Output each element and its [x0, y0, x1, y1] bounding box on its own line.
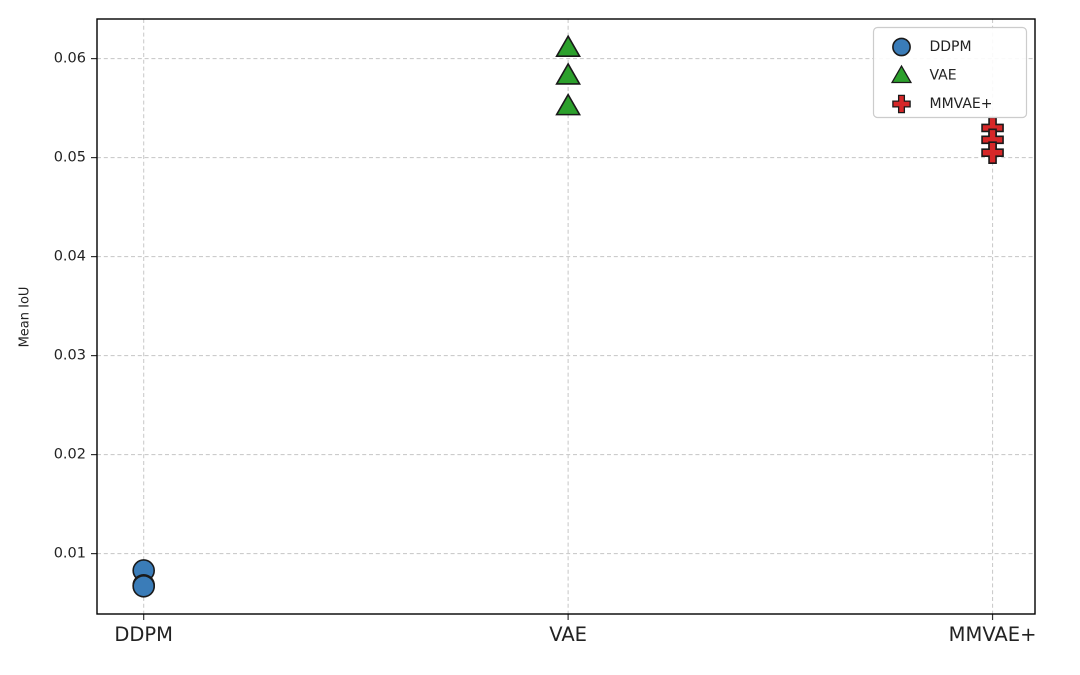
y-axis-label: Mean IoU — [17, 286, 33, 348]
y-tick-label: 0.04 — [54, 249, 86, 265]
legend-marker-mmvaeplus — [892, 94, 911, 114]
data-point-vae — [555, 93, 582, 116]
legend-marker-ddpm — [892, 37, 911, 57]
data-point-vae — [555, 34, 582, 58]
legend-label: DDPM — [930, 39, 972, 55]
y-tick-label: 0.01 — [54, 546, 86, 562]
data-point-vae — [555, 62, 582, 85]
x-tick-label: VAE — [549, 623, 587, 646]
legend-box — [872, 26, 1028, 119]
x-tick-label: DDPM — [114, 623, 173, 646]
legend-label: VAE — [930, 68, 957, 84]
data-point-ddpm — [132, 574, 155, 598]
y-tick-label: 0.05 — [54, 150, 86, 166]
y-tick-label: 0.06 — [54, 51, 86, 67]
legend-label: MMVAE+ — [930, 96, 993, 112]
y-tick-label: 0.02 — [54, 447, 86, 463]
axes-frame — [96, 18, 1036, 615]
x-tick-label: MMVAE+ — [949, 623, 1037, 646]
y-tick-label: 0.03 — [54, 348, 86, 364]
legend-marker-vae — [890, 64, 913, 84]
data-point-mmvaeplus — [981, 141, 1004, 164]
